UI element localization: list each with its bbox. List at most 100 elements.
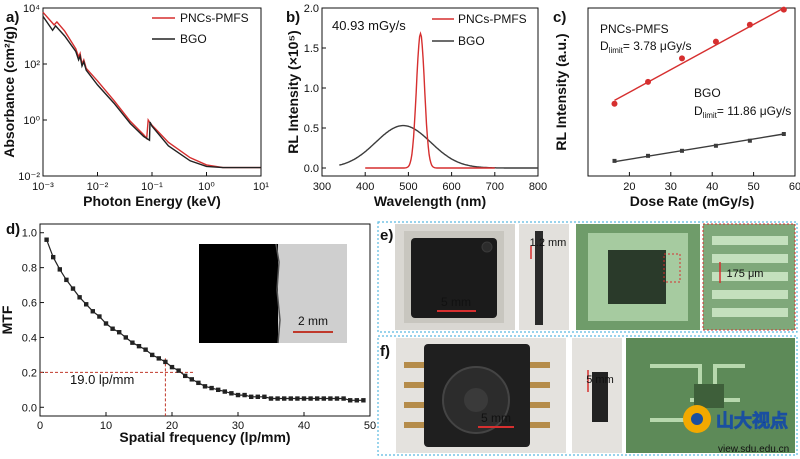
panel-label-d: d) bbox=[6, 221, 20, 238]
photo-f-sensor-lead bbox=[404, 402, 426, 408]
chart-a-xtick-label: 10¹ bbox=[253, 181, 269, 193]
photo-f-sensor-lead bbox=[404, 382, 426, 388]
photo-e-label: e) bbox=[380, 227, 393, 244]
chart-d-point bbox=[361, 398, 366, 403]
chart-d-inset-edge bbox=[275, 243, 281, 344]
chart-d-point bbox=[156, 356, 161, 361]
chart-d-point bbox=[196, 380, 201, 386]
chart-d-point bbox=[169, 364, 175, 370]
chart-c-point-pncs bbox=[746, 21, 753, 28]
chart-a-xtick-label: 10⁻³ bbox=[32, 181, 54, 193]
chart-d-inset-dark bbox=[199, 244, 279, 343]
chart-d-point bbox=[202, 384, 208, 389]
chart-d-point bbox=[51, 254, 56, 260]
chart-b-ytick-label: 0.5 bbox=[304, 123, 319, 135]
photo-e-zoom-box bbox=[663, 253, 681, 283]
watermark-text: 山大视点 bbox=[716, 410, 788, 431]
photo-f-sensor-leads bbox=[404, 362, 550, 428]
chart-d-point bbox=[308, 396, 313, 401]
chart-b-legend-bgo: BGO bbox=[458, 34, 485, 48]
chart-a-series-bgo bbox=[42, 16, 261, 169]
chart-d-xtick-label: 0 bbox=[37, 420, 43, 432]
chart-c-point-pncs bbox=[780, 6, 787, 13]
chart-d-point bbox=[117, 330, 122, 335]
photo-f-side-body bbox=[592, 372, 608, 422]
chart-d-point bbox=[249, 394, 254, 399]
chart-b-xtick-label: 400 bbox=[356, 181, 374, 193]
chart-d-point bbox=[103, 321, 109, 326]
chart-d-point bbox=[301, 396, 307, 401]
photo-f-xray-trace bbox=[650, 364, 702, 390]
chart-d-point bbox=[334, 396, 340, 401]
chart-c-point-bgo bbox=[747, 138, 752, 143]
chart-d-point bbox=[130, 340, 135, 345]
chart-d-point bbox=[235, 392, 241, 398]
chart-c-dlimit-pncs: Dlimit= 3.78 μGy/s bbox=[600, 39, 692, 55]
chart-d-point bbox=[150, 352, 155, 358]
photo-f-xray-traces bbox=[650, 364, 745, 422]
watermark-logo-eye bbox=[691, 413, 703, 425]
photo-f-side-scale-text: 5 mm bbox=[586, 374, 614, 386]
chart-c-point-bgo bbox=[612, 158, 617, 163]
panel-label-a: a) bbox=[6, 9, 19, 26]
photo-f-xray-die bbox=[694, 384, 724, 408]
chart-d-point bbox=[282, 396, 287, 401]
photo-e-zoom-stripe bbox=[712, 254, 788, 263]
chart-d-point bbox=[216, 387, 221, 393]
chart-d-point bbox=[110, 326, 115, 331]
photo-f-label: f) bbox=[380, 343, 390, 360]
chart-d-point bbox=[90, 309, 95, 314]
chart-d-point bbox=[136, 343, 142, 349]
chart-d-ytick-label: 0.6 bbox=[22, 298, 37, 310]
chart-d-point bbox=[255, 394, 260, 399]
chart-a-ytick-label: 10² bbox=[24, 59, 40, 71]
chart-b-xtick-label: 700 bbox=[486, 181, 504, 193]
chart-b-xtick-label: 600 bbox=[442, 181, 460, 193]
chart-a-series-pncs bbox=[42, 11, 261, 169]
chart-c-dlimit-pncs-value: 3.78 μGy/s bbox=[633, 39, 691, 53]
chart-c-xtick-label: 60 bbox=[789, 181, 800, 193]
chart-a-ytick-label: 10⁻² bbox=[18, 171, 40, 183]
chart-c-point-pncs bbox=[712, 38, 719, 45]
chart-a-ylabel: Absorbance (cm²/g) bbox=[1, 26, 17, 157]
chart-c-point-bgo bbox=[679, 148, 684, 153]
chart-d-point bbox=[163, 359, 168, 365]
chart-d-inset-scale-text: 2 mm bbox=[298, 314, 328, 328]
chart-d-xlabel: Spatial frequency (lp/mm) bbox=[119, 429, 290, 445]
chart-d-inset-light bbox=[278, 244, 347, 343]
chart-b-annotation: 40.93 mGy/s bbox=[332, 18, 406, 33]
chart-b-ytick-label: 1.0 bbox=[304, 83, 319, 95]
chart-d-point bbox=[242, 392, 247, 398]
chart-c-point-bgo bbox=[646, 153, 651, 158]
chart-d-ytick-label: 0.2 bbox=[22, 367, 37, 379]
chart-d-point bbox=[70, 286, 76, 291]
chart-d-point bbox=[176, 368, 181, 373]
chart-d-point bbox=[123, 335, 128, 340]
chart-c-xtick-label: 30 bbox=[665, 181, 677, 193]
chart-d-frame bbox=[39, 223, 371, 417]
chart-b-legend-pncs: PNCs-PMFS bbox=[458, 12, 527, 26]
chart-d-annotation-guide bbox=[40, 358, 194, 416]
photo-panel-f: f) 5 mm 5 mm bbox=[377, 335, 798, 456]
chart-a-ytick-label: 10⁴ bbox=[23, 3, 40, 15]
chart-d-point bbox=[354, 398, 359, 403]
chart-d-point bbox=[268, 396, 274, 401]
chart-d-point bbox=[295, 396, 300, 401]
photo-e-xray-die bbox=[608, 250, 666, 304]
photo-f-sensor-lead bbox=[528, 382, 550, 388]
chart-d-ytick-label: 0.8 bbox=[22, 263, 37, 275]
chart-c-xlabel: Dose Rate (mGy/s) bbox=[630, 193, 754, 209]
photo-f-sensor-lead bbox=[528, 402, 550, 408]
chart-d-point bbox=[143, 347, 148, 352]
chart-c-ylabel: RL Intensity (a.u.) bbox=[553, 33, 569, 150]
chart-d: 0 10 20 30 40 50 0.0 0.2 0.4 0.6 0.8 1.0 2 mm 19.0 … bbox=[0, 223, 376, 445]
chart-c-label-bgo: BGO bbox=[694, 86, 721, 100]
photo-e-zoom-stripe bbox=[712, 308, 788, 317]
photo-f-sensor-lead bbox=[528, 362, 550, 368]
chart-b-frame bbox=[321, 7, 539, 177]
chart-d-point bbox=[57, 267, 62, 272]
chart-d-point bbox=[348, 398, 353, 403]
